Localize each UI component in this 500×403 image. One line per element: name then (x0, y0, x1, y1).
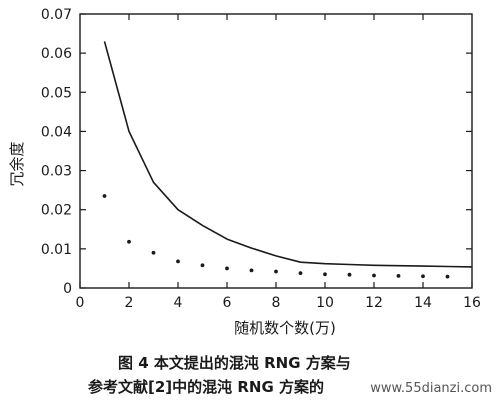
y-tick-label: 0.01 (41, 242, 72, 258)
series-2-point (200, 263, 205, 268)
y-tick-label: 0.06 (41, 46, 72, 62)
y-tick-label: 0.03 (41, 164, 72, 180)
series-2-point (127, 239, 131, 244)
figure-caption-line-1: 图 4 本文提出的混沌 RNG 方案与 (118, 354, 351, 372)
x-axis-label: 随机数个数(万) (234, 319, 336, 337)
series-layer (102, 41, 473, 279)
x-tick-label: 14 (414, 295, 432, 311)
series-2-point (249, 268, 254, 273)
series-2-point (445, 274, 450, 279)
figure-caption-line-2: 参考文献[2]中的混沌 RNG 方案的 (88, 378, 325, 396)
x-tick-label: 10 (316, 295, 334, 311)
series-2-point (298, 271, 303, 276)
series-2-point (372, 273, 376, 278)
y-axis-label: 冗余度 (8, 141, 26, 186)
x-tick-label: 0 (76, 295, 85, 311)
y-tick-label: 0 (63, 281, 72, 297)
series-2-point (323, 272, 327, 277)
series-1-line (103, 41, 473, 268)
y-tick-label: 0.02 (41, 203, 72, 219)
x-tick-label: 16 (463, 295, 481, 311)
y-tick-label: 0.04 (41, 124, 72, 140)
series-2-point (102, 194, 107, 198)
ticks-layer: 0 2 4 6 8 10 12 14 16 0 0.01 0.02 0.03 0.04 0.05 0.06 0.… (41, 7, 481, 311)
x-tick-label: 6 (223, 295, 232, 311)
watermark: www.55dianzi.com (370, 381, 492, 396)
series-2-point (396, 273, 401, 278)
x-tick-label: 8 (272, 295, 281, 311)
series-2-point (274, 269, 278, 274)
series-2-point (225, 266, 229, 271)
series-2-point (347, 272, 352, 277)
series-2-point (421, 274, 425, 279)
x-tick-label: 4 (174, 295, 183, 311)
x-tick-label: 12 (365, 295, 383, 311)
series-2-point (176, 259, 180, 264)
y-tick-label: 0.07 (41, 7, 72, 23)
series-2-point (151, 250, 156, 255)
y-tick-label: 0.05 (41, 85, 72, 101)
x-tick-label: 2 (125, 295, 134, 311)
